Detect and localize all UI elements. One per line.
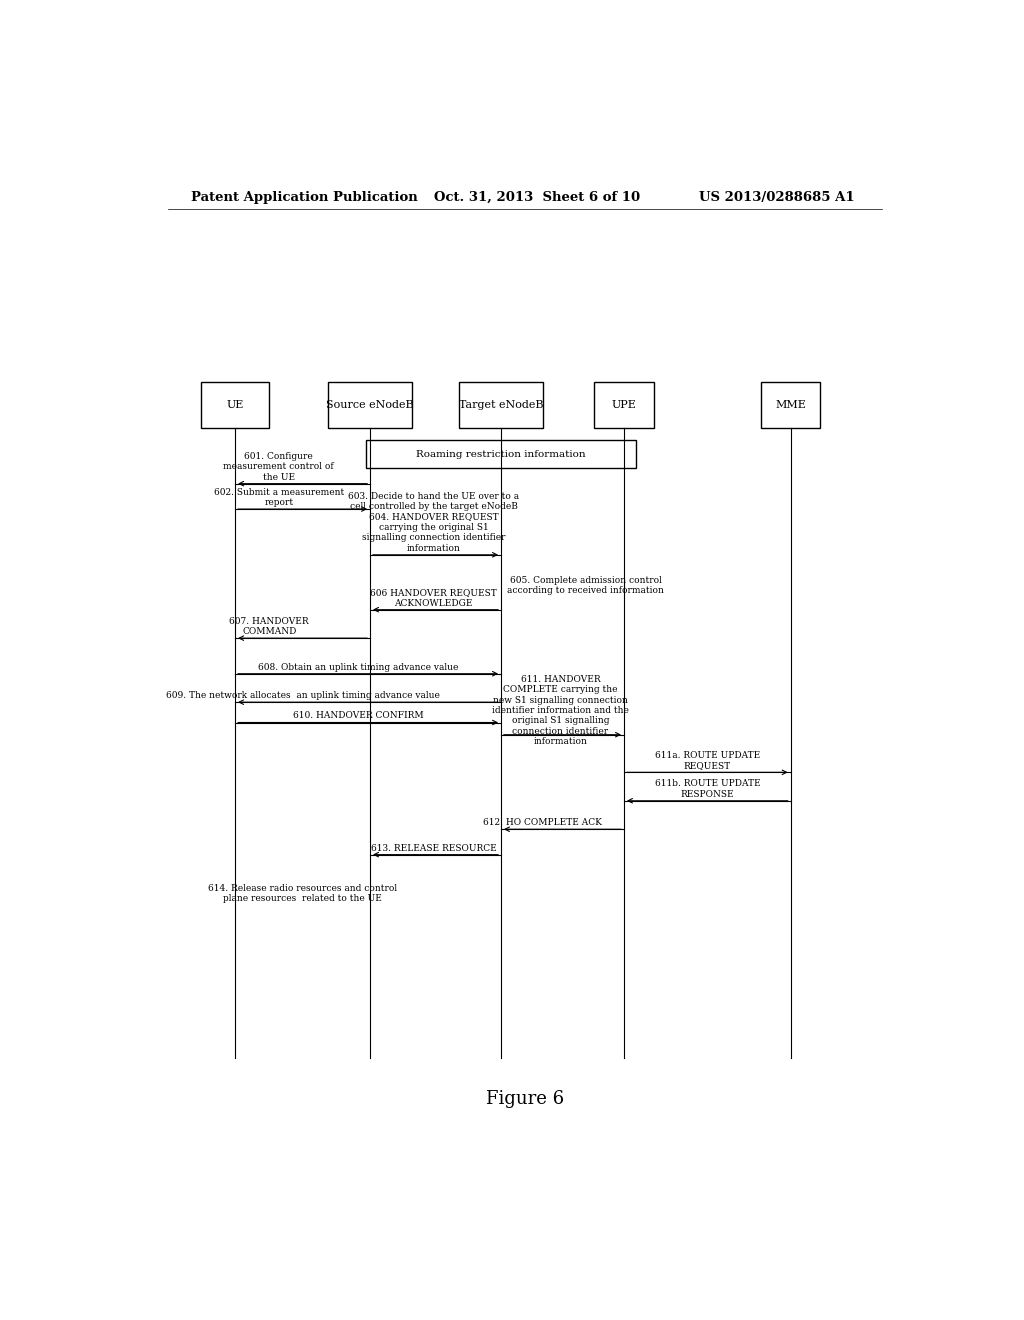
Text: Roaming restriction information: Roaming restriction information <box>416 450 586 458</box>
Text: 607. HANDOVER
COMMAND: 607. HANDOVER COMMAND <box>229 616 309 636</box>
Text: 611a. ROUTE UPDATE
REQUEST: 611a. ROUTE UPDATE REQUEST <box>654 751 760 771</box>
Text: 611b. ROUTE UPDATE
RESPONSE: 611b. ROUTE UPDATE RESPONSE <box>654 779 760 799</box>
Text: 611. HANDOVER
COMPLETE carrying the
new S1 signalling connection
identifier info: 611. HANDOVER COMPLETE carrying the new … <box>493 675 629 746</box>
Text: US 2013/0288685 A1: US 2013/0288685 A1 <box>699 190 855 203</box>
Bar <box>594 381 653 428</box>
Bar <box>460 381 543 428</box>
Text: 610. HANDOVER CONFIRM: 610. HANDOVER CONFIRM <box>293 711 424 721</box>
Text: 612. HO COMPLETE ACK: 612. HO COMPLETE ACK <box>482 818 602 828</box>
Text: MME: MME <box>775 400 806 411</box>
Text: 606 HANDOVER REQUEST
ACKNOWLEDGE: 606 HANDOVER REQUEST ACKNOWLEDGE <box>370 589 497 607</box>
Text: Figure 6: Figure 6 <box>485 1089 564 1107</box>
Text: 603. Decide to hand the UE over to a
cell controlled by the target eNodeB
604. H: 603. Decide to hand the UE over to a cel… <box>348 492 519 553</box>
Text: 602. Submit a measurement
report: 602. Submit a measurement report <box>214 487 344 507</box>
Bar <box>202 381 269 428</box>
Text: Oct. 31, 2013  Sheet 6 of 10: Oct. 31, 2013 Sheet 6 of 10 <box>433 190 640 203</box>
Text: UE: UE <box>226 400 244 411</box>
Bar <box>367 440 636 469</box>
Text: UPE: UPE <box>611 400 637 411</box>
Text: Target eNodeB: Target eNodeB <box>459 400 544 411</box>
Text: 614. Release radio resources and control
plane resources  related to the UE: 614. Release radio resources and control… <box>208 883 397 903</box>
Text: Patent Application Publication: Patent Application Publication <box>191 190 418 203</box>
Text: 608. Obtain an uplink timing advance value: 608. Obtain an uplink timing advance val… <box>258 663 459 672</box>
Text: 609. The network allocates  an uplink timing advance value: 609. The network allocates an uplink tim… <box>166 692 439 700</box>
Bar <box>761 381 820 428</box>
Bar <box>329 381 412 428</box>
Text: 605. Complete admission control
according to received information: 605. Complete admission control accordin… <box>507 576 665 595</box>
Text: 613. RELEASE RESOURCE: 613. RELEASE RESOURCE <box>371 843 497 853</box>
Text: 601. Configure
measurement control of
the UE: 601. Configure measurement control of th… <box>223 451 334 482</box>
Text: Source eNodeB: Source eNodeB <box>327 400 414 411</box>
